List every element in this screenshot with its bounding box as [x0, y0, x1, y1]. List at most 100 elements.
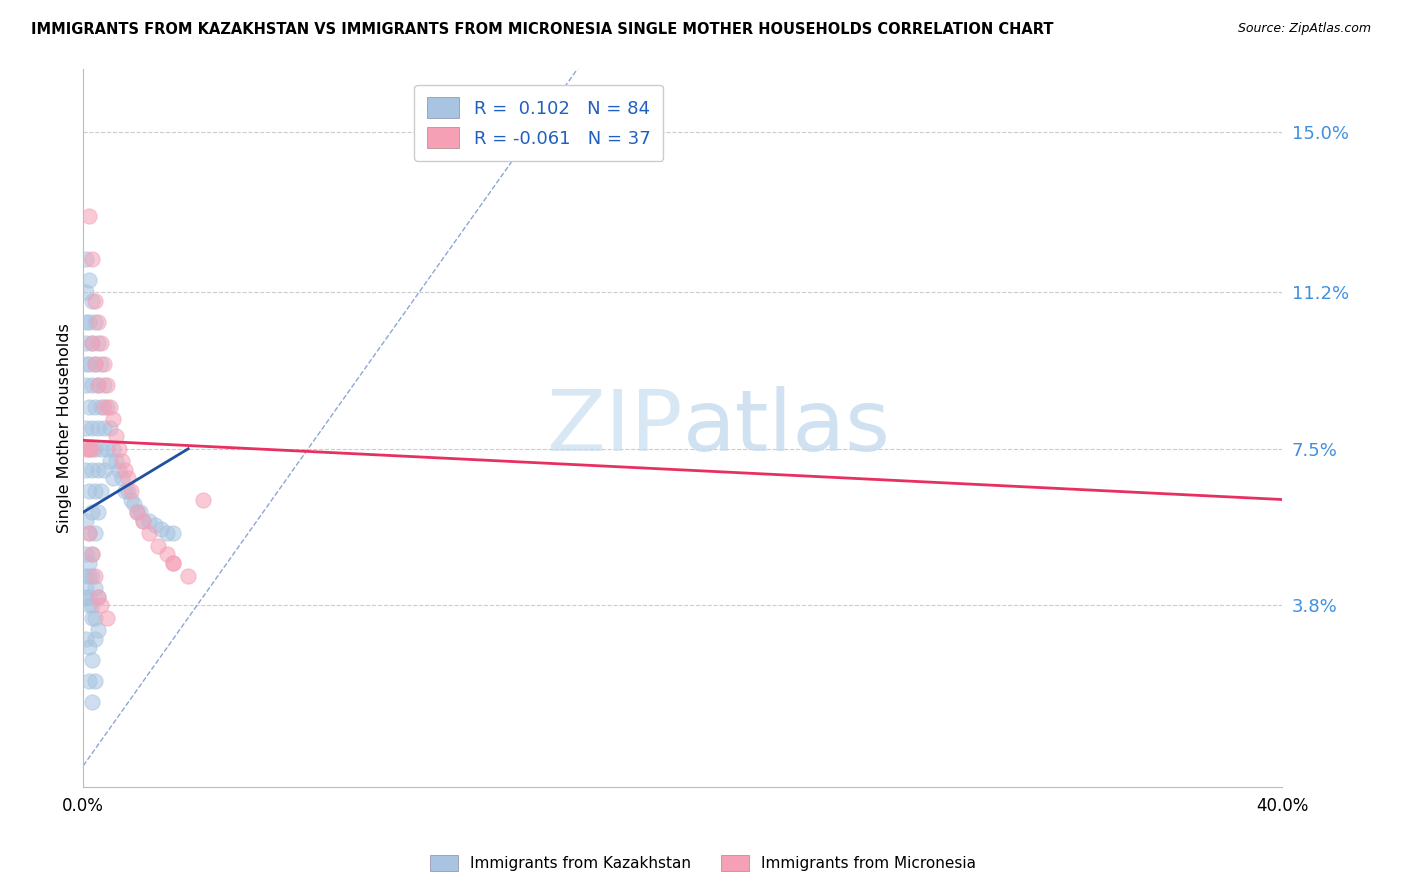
- Point: [90, 598, 112, 612]
- Point: [93, 357, 115, 371]
- Point: [103, 412, 125, 426]
- Point: [96, 611, 118, 625]
- Legend: Immigrants from Kazakhstan, Immigrants from Micronesia: Immigrants from Kazakhstan, Immigrants f…: [423, 849, 983, 877]
- Point: [87, 590, 110, 604]
- Point: [82, 505, 104, 519]
- Point: [90, 400, 112, 414]
- Point: [103, 471, 125, 485]
- Point: [122, 497, 145, 511]
- Point: [143, 517, 166, 532]
- Point: [75, 581, 97, 595]
- Point: [79, 210, 101, 224]
- Point: [75, 252, 97, 266]
- Point: [148, 539, 170, 553]
- Point: [87, 378, 110, 392]
- Point: [84, 357, 107, 371]
- Point: [132, 514, 155, 528]
- Point: [75, 442, 97, 456]
- Point: [82, 336, 104, 351]
- Point: [177, 568, 200, 582]
- Point: [93, 463, 115, 477]
- Point: [87, 315, 110, 329]
- Point: [90, 336, 112, 351]
- Point: [93, 420, 115, 434]
- Point: [79, 273, 101, 287]
- Point: [138, 514, 160, 528]
- Point: [82, 293, 104, 308]
- Point: [93, 378, 115, 392]
- Point: [75, 632, 97, 646]
- Point: [117, 471, 139, 485]
- Point: [132, 514, 155, 528]
- Point: [96, 400, 118, 414]
- Point: [79, 568, 101, 582]
- Point: [191, 492, 214, 507]
- Point: [82, 611, 104, 625]
- Point: [82, 420, 104, 434]
- Point: [79, 598, 101, 612]
- Point: [87, 336, 110, 351]
- Point: [82, 252, 104, 266]
- Text: Source: ZipAtlas.com: Source: ZipAtlas.com: [1237, 22, 1371, 36]
- Point: [79, 526, 101, 541]
- Point: [84, 611, 107, 625]
- Point: [96, 442, 118, 456]
- Point: [84, 568, 107, 582]
- Point: [98, 454, 121, 468]
- Point: [79, 484, 101, 499]
- Point: [87, 463, 110, 477]
- Point: [84, 357, 107, 371]
- Point: [138, 526, 160, 541]
- Legend: R =  0.102   N = 84, R = -0.061   N = 37: R = 0.102 N = 84, R = -0.061 N = 37: [415, 85, 664, 161]
- Point: [127, 505, 149, 519]
- Point: [75, 568, 97, 582]
- Point: [120, 484, 142, 499]
- Point: [75, 590, 97, 604]
- Point: [79, 400, 101, 414]
- Point: [75, 378, 97, 392]
- Point: [82, 548, 104, 562]
- Text: IMMIGRANTS FROM KAZAKHSTAN VS IMMIGRANTS FROM MICRONESIA SINGLE MOTHER HOUSEHOLD: IMMIGRANTS FROM KAZAKHSTAN VS IMMIGRANTS…: [31, 22, 1053, 37]
- Point: [79, 556, 101, 570]
- Point: [82, 653, 104, 667]
- Point: [87, 590, 110, 604]
- Point: [150, 522, 173, 536]
- Point: [129, 505, 152, 519]
- Point: [162, 556, 184, 570]
- Point: [84, 484, 107, 499]
- Point: [79, 640, 101, 655]
- Point: [117, 484, 139, 499]
- Text: atlas: atlas: [683, 386, 890, 469]
- Point: [84, 315, 107, 329]
- Point: [79, 442, 101, 456]
- Point: [79, 357, 101, 371]
- Point: [82, 548, 104, 562]
- Point: [75, 514, 97, 528]
- Point: [82, 463, 104, 477]
- Point: [87, 624, 110, 638]
- Point: [75, 463, 97, 477]
- Point: [87, 420, 110, 434]
- Point: [90, 357, 112, 371]
- Point: [162, 526, 184, 541]
- Point: [103, 442, 125, 456]
- Point: [84, 632, 107, 646]
- Point: [87, 505, 110, 519]
- Point: [82, 442, 104, 456]
- Point: [82, 378, 104, 392]
- Y-axis label: Single Mother Households: Single Mother Households: [58, 323, 72, 533]
- Point: [105, 429, 128, 443]
- Point: [79, 526, 101, 541]
- Point: [111, 471, 134, 485]
- Point: [162, 556, 184, 570]
- Point: [75, 548, 97, 562]
- Point: [82, 598, 104, 612]
- Text: ZIP: ZIP: [546, 386, 683, 469]
- Point: [79, 315, 101, 329]
- Point: [114, 463, 136, 477]
- Point: [84, 674, 107, 689]
- Point: [90, 484, 112, 499]
- Point: [84, 581, 107, 595]
- Point: [84, 442, 107, 456]
- Point: [79, 442, 101, 456]
